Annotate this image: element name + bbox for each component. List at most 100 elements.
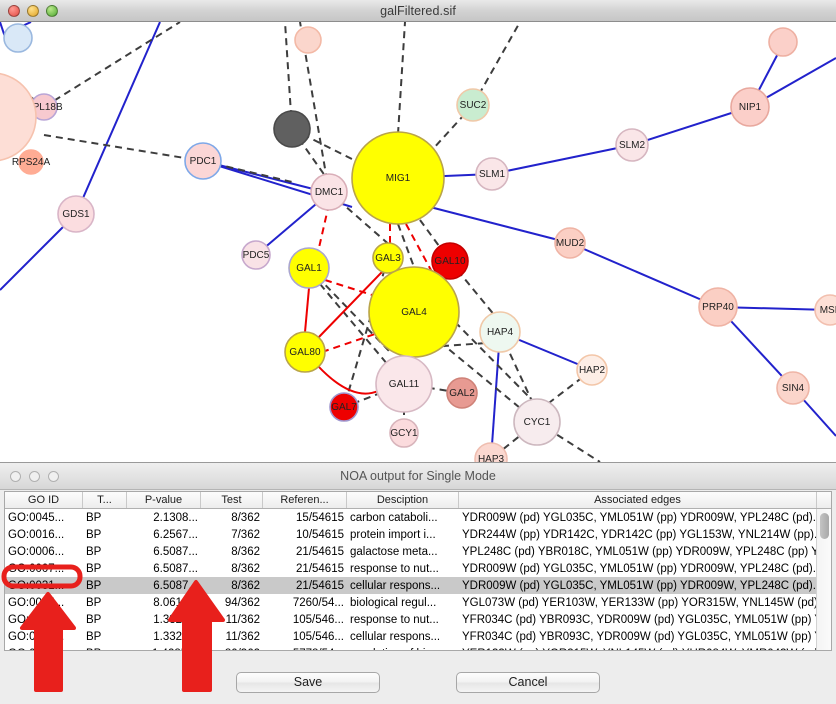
table-row[interactable]: GO:0050...BP1.428E...80/3625778/54...reg… [5, 645, 831, 651]
network-node-gal3[interactable]: GAL3 [372, 242, 404, 274]
network-nodes[interactable]: RPL18B RPS24A GDS1 PDC1 PDC5 SUC2 DMC1 MIG1 SLM1… [0, 23, 836, 462]
network-node-gal11[interactable]: GAL11 [375, 355, 433, 413]
column-header-t[interactable]: T... [83, 492, 127, 508]
node-circle[interactable] [474, 442, 508, 462]
node-circle[interactable] [241, 240, 271, 270]
table-row[interactable]: GO:0006... BP 6.5087... 8/362 21/54615 galact… [5, 543, 831, 560]
node-circle[interactable] [57, 195, 95, 233]
network-node-slm2[interactable]: SLM2 [615, 128, 649, 162]
table-row[interactable]: GO:0031... BP 1.3324... 11/362 105/546... res… [5, 611, 831, 628]
cancel-button[interactable]: Cancel [456, 671, 600, 693]
network-canvas[interactable]: RPL18B RPS24A GDS1 PDC1 PDC5 SUC2 DMC1 MIG1 SLM1… [0, 22, 836, 462]
node-circle[interactable] [814, 294, 836, 326]
dialog-window-controls[interactable] [10, 470, 59, 482]
network-node-gal7[interactable]: GAL7 [329, 392, 359, 422]
edge-pd [439, 341, 538, 423]
network-node-cyc1[interactable]: CYC1 [513, 398, 561, 446]
cell-p-value: 1.3324... [153, 613, 198, 626]
node-circle[interactable] [446, 377, 478, 409]
node-circle[interactable] [479, 311, 521, 353]
network-node-topleft[interactable] [3, 23, 33, 53]
network-node-pdc1[interactable]: PDC1 [184, 142, 222, 180]
network-node-msl[interactable]: MSL [814, 294, 836, 326]
close-button[interactable] [8, 4, 20, 17]
network-node-slm1[interactable]: SLM1 [475, 157, 509, 191]
node-circle[interactable] [284, 331, 326, 373]
network-node-gal10[interactable]: GAL10 [431, 242, 469, 280]
node-circle[interactable] [375, 355, 433, 413]
node-circle[interactable] [294, 26, 322, 54]
network-node-hap4[interactable]: HAP4 [479, 311, 521, 353]
network-graph[interactable]: RPL18B RPS24A GDS1 PDC1 PDC5 SUC2 DMC1 MIG1 SLM1… [0, 22, 836, 462]
table-row[interactable]: GO:0045... BP 2.1308... 8/362 15/54615 carbon… [5, 509, 831, 526]
table-row[interactable]: GO:0007... BP 6.5087... 8/362 21/54615 respon… [5, 560, 831, 577]
network-node-mig1[interactable]: MIG1 [351, 131, 445, 225]
node-circle[interactable] [768, 27, 798, 57]
node-circle[interactable] [456, 88, 490, 122]
network-node-bigleft[interactable] [0, 72, 37, 162]
network-node-gal80[interactable]: GAL80 [284, 331, 326, 373]
table-row[interactable]: GO:0031... BP 1.3324... 11/362 105/546... cel… [5, 628, 831, 645]
table-row[interactable]: GO:0031... BP 6.5087... 8/362 21/54615 cellul… [5, 577, 831, 594]
node-circle[interactable] [288, 247, 330, 289]
table-row[interactable]: GO:0016... BP 6.2567... 7/362 10/54615 protei… [5, 526, 831, 543]
network-node-toppink[interactable] [294, 26, 322, 54]
dialog-minimize-button[interactable] [29, 470, 40, 482]
table-body[interactable]: GO:0045... BP 2.1308... 8/362 15/54615 carbon… [5, 509, 831, 650]
node-circle[interactable] [18, 149, 44, 175]
node-circle[interactable] [513, 398, 561, 446]
node-circle[interactable] [310, 173, 348, 211]
save-button[interactable]: Save [236, 671, 380, 693]
node-circle[interactable] [0, 72, 37, 162]
node-circle[interactable] [329, 392, 359, 422]
node-circle[interactable] [730, 87, 770, 127]
network-node-pdc5[interactable]: PDC5 [241, 240, 271, 270]
scrollbar-thumb[interactable] [820, 513, 829, 539]
column-header-associated-edges[interactable]: Associated edges [459, 492, 817, 508]
results-table[interactable]: GO ID T... P-value Test Referen... Desciption… [4, 491, 832, 651]
node-circle[interactable] [184, 142, 222, 180]
network-node-hap2[interactable]: HAP2 [576, 354, 608, 386]
network-node-gcy1[interactable]: GCY1 [389, 418, 419, 448]
column-header-test[interactable]: Test [201, 492, 263, 508]
node-circle[interactable] [698, 287, 738, 327]
network-node-gray[interactable] [273, 110, 311, 148]
network-node-gal4[interactable]: GAL4 [368, 266, 460, 358]
network-node-hap3[interactable]: HAP3 [474, 442, 508, 462]
network-node-nip1[interactable]: NIP1 [730, 87, 770, 127]
network-node-mud2[interactable]: MUD2 [554, 227, 586, 259]
node-circle[interactable] [615, 128, 649, 162]
zoom-button[interactable] [46, 4, 58, 17]
column-header-referen[interactable]: Referen... [263, 492, 347, 508]
node-circle[interactable] [576, 354, 608, 386]
table-row[interactable]: GO:0065... BP 8.0614... 94/362 7260/54... bio… [5, 594, 831, 611]
node-circle[interactable] [554, 227, 586, 259]
network-node-rpl18b[interactable]: RPL18B [25, 93, 63, 121]
network-node-gal1[interactable]: GAL1 [288, 247, 330, 289]
network-node-gal2[interactable]: GAL2 [446, 377, 478, 409]
network-node-sin4[interactable]: SIN4 [776, 371, 810, 405]
column-header-go-id[interactable]: GO ID [5, 492, 83, 508]
column-header-p-value[interactable]: P-value [127, 492, 201, 508]
node-circle[interactable] [372, 242, 404, 274]
network-node-gds1[interactable]: GDS1 [57, 195, 95, 233]
network-node-topr[interactable] [768, 27, 798, 57]
network-node-dmc1[interactable]: DMC1 [310, 173, 348, 211]
minimize-button[interactable] [27, 4, 39, 17]
column-header-desciption[interactable]: Desciption [347, 492, 459, 508]
node-circle[interactable] [351, 131, 445, 225]
node-circle[interactable] [431, 242, 469, 280]
network-node-prp40[interactable]: PRP40 [698, 287, 738, 327]
node-circle[interactable] [776, 371, 810, 405]
window-controls[interactable] [8, 4, 58, 17]
network-node-suc2[interactable]: SUC2 [456, 88, 490, 122]
dialog-zoom-button[interactable] [48, 470, 59, 482]
table-header-row[interactable]: GO ID T... P-value Test Referen... Desciption… [5, 492, 831, 509]
network-node-rps24a[interactable]: RPS24A [12, 149, 51, 175]
node-circle[interactable] [389, 418, 419, 448]
node-circle[interactable] [3, 23, 33, 53]
node-circle[interactable] [475, 157, 509, 191]
table-vertical-scrollbar[interactable] [816, 509, 831, 650]
node-circle[interactable] [273, 110, 311, 148]
dialog-close-button[interactable] [10, 470, 21, 482]
